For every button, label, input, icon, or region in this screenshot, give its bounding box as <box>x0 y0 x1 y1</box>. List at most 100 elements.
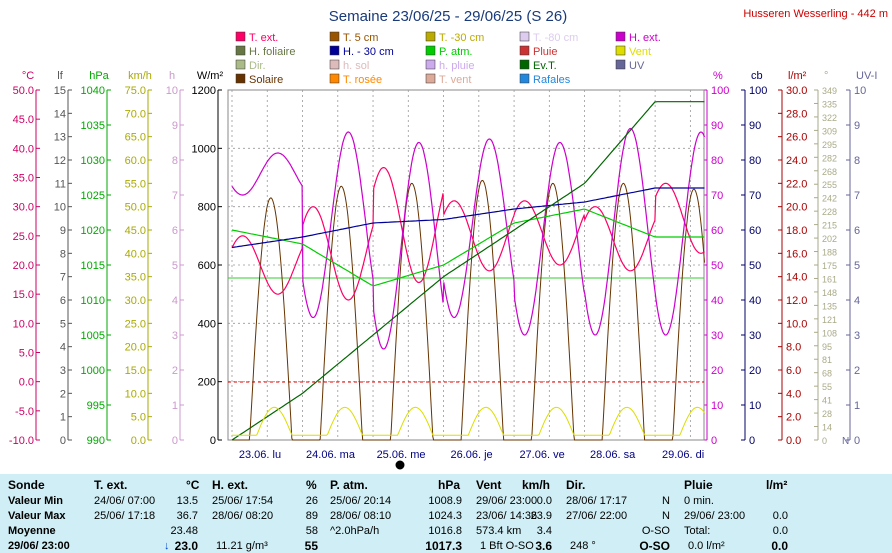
min-temp-value: 13.5 <box>176 495 198 507</box>
tick-label: 161 <box>822 274 837 284</box>
header-pressure: P. atm. <box>330 478 368 492</box>
tick-label: 3 <box>60 365 66 377</box>
axis-unit: l/m² <box>788 70 807 82</box>
legend-swatch <box>425 45 436 56</box>
tick-label: 30 <box>749 330 761 342</box>
tick-label: 0 <box>854 435 860 447</box>
tick-label: 12 <box>54 155 66 167</box>
legend-swatch <box>425 73 436 84</box>
legend-swatch <box>519 45 530 56</box>
tick-label: 1020 <box>81 225 105 237</box>
tick-label: 60 <box>711 225 723 237</box>
legend-swatch <box>519 73 530 84</box>
x-tick-label: 25.06. me <box>377 449 426 461</box>
pressure-series <box>231 208 705 287</box>
tick-label: 30.0 <box>125 295 146 307</box>
tick-label: 309 <box>822 126 837 136</box>
tick-label: 148 <box>822 288 837 298</box>
tick-label: 60.0 <box>125 155 146 167</box>
tick-label: 40 <box>711 295 723 307</box>
header-wind-unit: km/h <box>522 478 551 492</box>
legend-label: Ev.T. <box>533 60 557 72</box>
tick-label: 4 <box>172 295 178 307</box>
x-tick-label: 27.06. ve <box>519 449 564 461</box>
current-dir-value: O-SO <box>639 539 670 553</box>
current-rain-text: 0.0 l/m² <box>688 540 725 552</box>
header-sonde: Sonde <box>8 478 45 492</box>
header-humidity: H. ext. <box>212 478 249 492</box>
tick-label: 4 <box>854 295 860 307</box>
tick-label: 40 <box>749 295 761 307</box>
x-axis-labels: 23.06. lu 24.06. ma 25.06. me 26.06. je 27.0… <box>239 449 704 470</box>
mean-wind-distance: 573.4 km <box>476 525 522 537</box>
tick-label: 1 <box>172 400 178 412</box>
min-humidity-date: 25/06/ 17:54 <box>212 495 274 507</box>
header-direction: Dir. <box>566 478 586 492</box>
axis-unit: hPa <box>89 70 109 82</box>
tick-label: 3 <box>854 330 860 342</box>
tick-label: 14 <box>822 423 832 433</box>
tick-label: 0.0 <box>786 435 801 447</box>
tick-label: 11 <box>55 178 66 190</box>
tick-label: 1040 <box>81 85 105 97</box>
tick-label: 1000 <box>81 365 105 377</box>
axis-unit: km/h <box>128 70 152 82</box>
tick-label: 1035 <box>81 120 105 132</box>
tick-label: 20 <box>711 365 723 377</box>
mean-wind-value: 3.4 <box>536 525 552 537</box>
current-abs-humidity: 11.21 g/m³ <box>216 540 268 552</box>
current-humidity-value: 55 <box>304 539 318 553</box>
legend-swatch <box>519 31 530 42</box>
tick-label: 242 <box>822 194 837 204</box>
tick-label: 2 <box>60 388 66 400</box>
min-humidity-value: 26 <box>305 495 318 507</box>
legend-swatch <box>329 31 340 42</box>
tick-label: 10 <box>854 85 866 97</box>
tick-label: 13 <box>54 132 66 144</box>
min-wind-value: 0.0 <box>536 495 552 507</box>
header-temp: T. ext. <box>94 478 128 492</box>
tick-label: 1000 <box>192 143 216 155</box>
tick-label: 6 <box>854 225 860 237</box>
tick-label: 4.0 <box>786 388 801 400</box>
tick-label: 45.0 <box>125 225 146 237</box>
tick-label: 8.0 <box>786 342 801 354</box>
tick-label: 6 <box>60 295 66 307</box>
weather-chart: Semaine 23/06/25 - 29/06/25 (S 26) Husse… <box>9 8 888 470</box>
legend-swatch <box>615 59 626 70</box>
max-pressure-value: 1024.3 <box>428 510 462 522</box>
tick-label: 5.0 <box>19 348 34 360</box>
x-tick-label: 28.06. sa <box>590 449 636 461</box>
tick-label: 7 <box>172 190 178 202</box>
tick-label: 100 <box>711 85 729 97</box>
tick-label: 1030 <box>81 155 105 167</box>
tick-label: 68 <box>822 369 832 379</box>
axis-unit: W/m² <box>197 70 224 82</box>
tick-label: 7 <box>854 190 860 202</box>
tick-label: 228 <box>822 207 837 217</box>
tick-label: 100 <box>749 85 767 97</box>
legend-label: h. pluie <box>439 60 474 72</box>
legend-label: h. sol <box>343 60 369 72</box>
legend-swatch <box>329 73 340 84</box>
tick-label: 20.0 <box>125 342 146 354</box>
header-humidity-unit: % <box>306 478 317 492</box>
axis-unit: °C <box>22 70 34 82</box>
tick-label: 5 <box>854 260 860 272</box>
min-pressure-date: 25/06/ 20:14 <box>330 495 392 507</box>
tick-label: 0 <box>60 435 66 447</box>
tick-label: 400 <box>198 318 216 330</box>
header-temp-unit: °C <box>186 478 200 492</box>
tick-label: 282 <box>822 153 837 163</box>
header-rain: Pluie <box>684 478 713 492</box>
legend-swatch <box>235 31 246 42</box>
tick-label: 15.0 <box>13 289 34 301</box>
tick-label: 5 <box>172 260 178 272</box>
legend-swatch <box>519 59 530 70</box>
tick-label: 322 <box>822 113 837 123</box>
current-wind-value: 3.6 <box>535 539 552 553</box>
max-humidity-value: 89 <box>305 510 318 522</box>
tick-label: 35.0 <box>13 173 34 185</box>
legend-label: Vent <box>629 46 651 58</box>
max-rain-value: 0.0 <box>772 510 788 522</box>
